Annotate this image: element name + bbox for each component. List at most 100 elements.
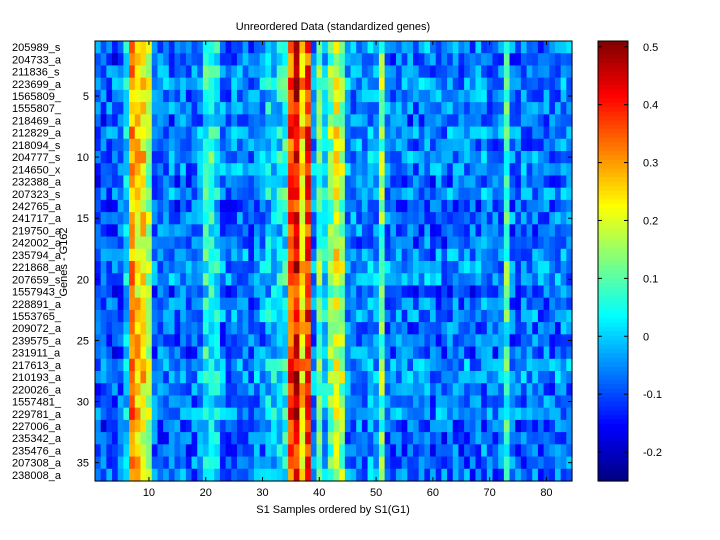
colorbar-segment — [598, 467, 628, 473]
heatmap-cell — [549, 468, 556, 482]
heatmap-cell — [543, 468, 550, 482]
heatmap-cell — [554, 334, 562, 348]
heatmap-cell — [276, 383, 283, 397]
heatmap-cell — [367, 297, 374, 311]
heatmap-cell — [146, 346, 153, 360]
heatmap-cell — [554, 395, 562, 409]
colorbar-segment — [598, 318, 628, 324]
heatmap-cell — [242, 41, 249, 54]
heatmap-cell — [174, 53, 181, 67]
heatmap-cell — [418, 407, 425, 421]
heatmap-cell — [537, 358, 545, 372]
heatmap-cell — [236, 236, 244, 250]
heatmap-cell — [146, 224, 153, 238]
heatmap-cell — [509, 346, 516, 360]
heatmap-cell — [100, 187, 107, 201]
heatmap-cell — [208, 468, 215, 482]
heatmap-cell — [95, 371, 102, 384]
heatmap-cell — [265, 248, 272, 262]
heatmap-cell — [163, 383, 170, 397]
heatmap-cell — [464, 297, 471, 311]
heatmap-cell — [424, 322, 431, 335]
heatmap-cell — [384, 346, 391, 360]
heatmap-cell — [447, 432, 454, 445]
heatmap-cell — [225, 41, 232, 54]
heatmap-cell — [469, 407, 477, 421]
heatmap-cell — [413, 468, 420, 482]
heatmap-cell — [112, 138, 119, 152]
heatmap-cell — [327, 285, 335, 299]
heatmap-cell — [526, 187, 533, 201]
heatmap-cell — [344, 187, 352, 201]
heatmap-cell — [276, 212, 283, 225]
heatmap-cell — [248, 224, 255, 238]
heatmap-cell — [316, 285, 323, 299]
colorbar-frame — [597, 40, 629, 482]
heatmap-cell — [475, 297, 482, 311]
heatmap-cell — [242, 114, 249, 128]
heatmap-cell — [464, 419, 471, 433]
heatmap-cell — [350, 309, 357, 323]
heatmap-cell — [469, 432, 477, 445]
heatmap-cell — [327, 371, 335, 384]
heatmap-cell — [350, 102, 357, 115]
colorbar-segment — [598, 472, 628, 478]
heatmap-cell — [100, 41, 107, 54]
heatmap-cell — [492, 432, 499, 445]
heatmap-cell — [537, 297, 545, 311]
heatmap-cell — [282, 65, 289, 79]
heatmap-cell — [236, 126, 244, 140]
heatmap-cell — [401, 261, 408, 274]
heatmap-cell — [339, 212, 346, 225]
heatmap-cell — [390, 114, 397, 128]
heatmap-cell — [151, 261, 159, 274]
heatmap-cell — [350, 395, 357, 409]
heatmap-cell — [378, 456, 386, 470]
heatmap-cell — [112, 114, 119, 128]
heatmap-cell — [492, 102, 499, 115]
heatmap-cell — [106, 65, 113, 79]
heatmap-cell — [566, 261, 573, 274]
heatmap-cell — [554, 468, 562, 482]
heatmap-cell — [464, 212, 471, 225]
heatmap-cell — [322, 309, 329, 323]
heatmap-cell — [554, 163, 562, 177]
heatmap-cell — [537, 322, 545, 335]
heatmap-cell — [401, 297, 408, 311]
heatmap-cell — [140, 419, 147, 433]
heatmap-cell — [157, 468, 164, 482]
heatmap-cell — [146, 175, 153, 189]
heatmap-cell — [373, 89, 380, 103]
heatmap-cell — [361, 175, 369, 189]
heatmap-cell — [407, 383, 414, 397]
row-label: 204777_s — [12, 152, 61, 164]
heatmap-cell — [288, 53, 295, 67]
heatmap-cell — [305, 224, 312, 238]
heatmap-cell — [367, 138, 374, 152]
heatmap-cell — [106, 297, 113, 311]
heatmap-cell — [271, 224, 278, 238]
y-tick-label: 5 — [83, 91, 89, 103]
heatmap-cell — [407, 138, 414, 152]
heatmap-cell — [532, 236, 539, 250]
heatmap-cell — [515, 187, 522, 201]
heatmap-cell — [310, 297, 318, 311]
heatmap-cell — [248, 199, 255, 213]
heatmap-cell — [225, 371, 232, 384]
heatmap-cell — [282, 444, 289, 458]
heatmap-cell — [327, 468, 335, 482]
heatmap-cell — [322, 273, 329, 287]
heatmap-cell — [549, 236, 556, 250]
heatmap-cell — [361, 102, 369, 115]
heatmap-cell — [447, 456, 454, 470]
heatmap-cell — [384, 53, 391, 67]
heatmap-cell — [384, 456, 391, 470]
heatmap-cell — [509, 395, 516, 409]
heatmap-cell — [293, 358, 301, 372]
colorbar-segment — [598, 459, 628, 464]
heatmap-cell — [117, 309, 124, 323]
heatmap-cell — [180, 212, 187, 225]
heatmap-cell — [271, 102, 278, 115]
heatmap-cell — [305, 273, 312, 287]
heatmap-cell — [560, 65, 567, 79]
